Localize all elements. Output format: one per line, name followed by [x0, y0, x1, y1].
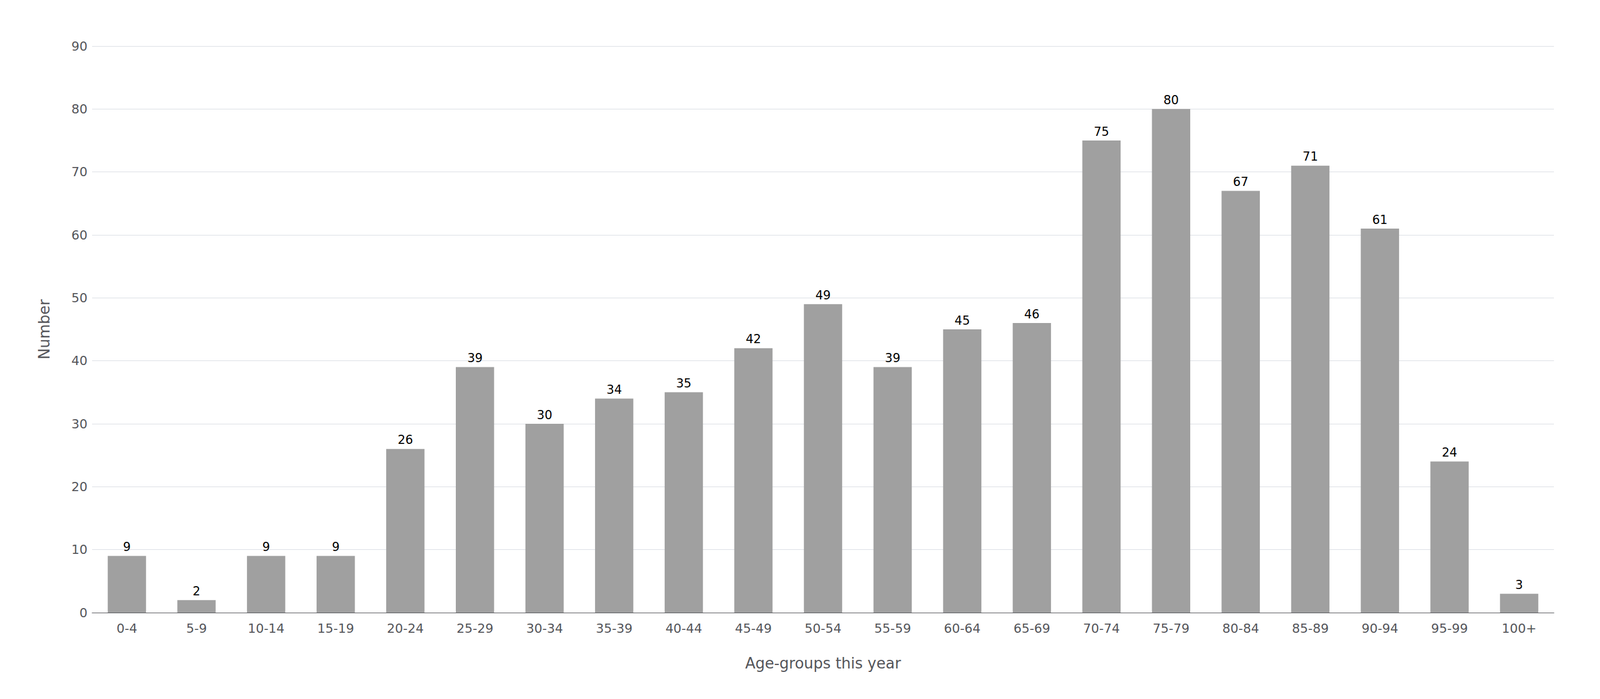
svg-text:80: 80: [1163, 93, 1179, 108]
svg-text:90: 90: [71, 39, 88, 54]
svg-text:71: 71: [1302, 149, 1318, 164]
svg-text:46: 46: [1023, 307, 1040, 322]
svg-text:15-19: 15-19: [317, 621, 354, 636]
svg-text:34: 34: [606, 382, 623, 397]
svg-text:61: 61: [1372, 212, 1388, 227]
svg-text:35: 35: [676, 376, 692, 391]
svg-text:75: 75: [1093, 124, 1110, 139]
svg-text:42: 42: [745, 332, 762, 346]
svg-text:39: 39: [467, 351, 483, 365]
svg-text:26: 26: [397, 432, 414, 447]
svg-text:3: 3: [1515, 577, 1523, 592]
svg-text:Number: Number: [35, 298, 53, 360]
svg-text:10-14: 10-14: [247, 621, 285, 636]
svg-text:70-74: 70-74: [1083, 621, 1120, 636]
svg-text:75-79: 75-79: [1152, 621, 1190, 636]
svg-text:25-29: 25-29: [456, 621, 494, 636]
svg-text:85-89: 85-89: [1292, 621, 1329, 636]
svg-text:0-4: 0-4: [116, 621, 138, 636]
svg-text:20-24: 20-24: [386, 621, 424, 636]
svg-text:65-69: 65-69: [1013, 621, 1051, 636]
svg-text:60-64: 60-64: [943, 621, 981, 636]
svg-text:9: 9: [123, 539, 131, 554]
svg-text:80: 80: [71, 101, 88, 117]
svg-text:40-44: 40-44: [665, 621, 703, 636]
svg-text:24: 24: [1441, 445, 1458, 460]
svg-text:60: 60: [71, 227, 88, 243]
svg-text:50: 50: [71, 290, 88, 306]
svg-text:5-9: 5-9: [185, 621, 207, 636]
svg-text:80-84: 80-84: [1222, 621, 1260, 636]
svg-text:45: 45: [954, 313, 971, 328]
svg-text:Age-groups this year: Age-groups this year: [745, 654, 902, 672]
svg-text:95-99: 95-99: [1431, 621, 1469, 636]
svg-text:30: 30: [536, 408, 553, 422]
svg-text:2: 2: [192, 584, 201, 598]
svg-text:30: 30: [71, 416, 88, 432]
svg-text:67: 67: [1232, 174, 1249, 189]
svg-text:30-34: 30-34: [526, 621, 563, 636]
svg-text:100+: 100+: [1501, 621, 1537, 636]
svg-text:9: 9: [262, 539, 270, 554]
svg-text:70: 70: [71, 164, 88, 179]
svg-text:20: 20: [71, 479, 88, 494]
svg-text:40: 40: [71, 353, 88, 368]
svg-text:90-94: 90-94: [1361, 621, 1399, 636]
svg-text:10: 10: [71, 542, 88, 557]
svg-text:45-49: 45-49: [734, 621, 772, 636]
svg-text:9: 9: [332, 539, 340, 554]
svg-text:35-39: 35-39: [595, 621, 633, 636]
svg-text:39: 39: [885, 351, 901, 365]
svg-text:0: 0: [79, 605, 88, 620]
svg-text:50-54: 50-54: [804, 621, 842, 636]
svg-text:55-59: 55-59: [874, 621, 912, 636]
svg-text:49: 49: [815, 288, 832, 303]
